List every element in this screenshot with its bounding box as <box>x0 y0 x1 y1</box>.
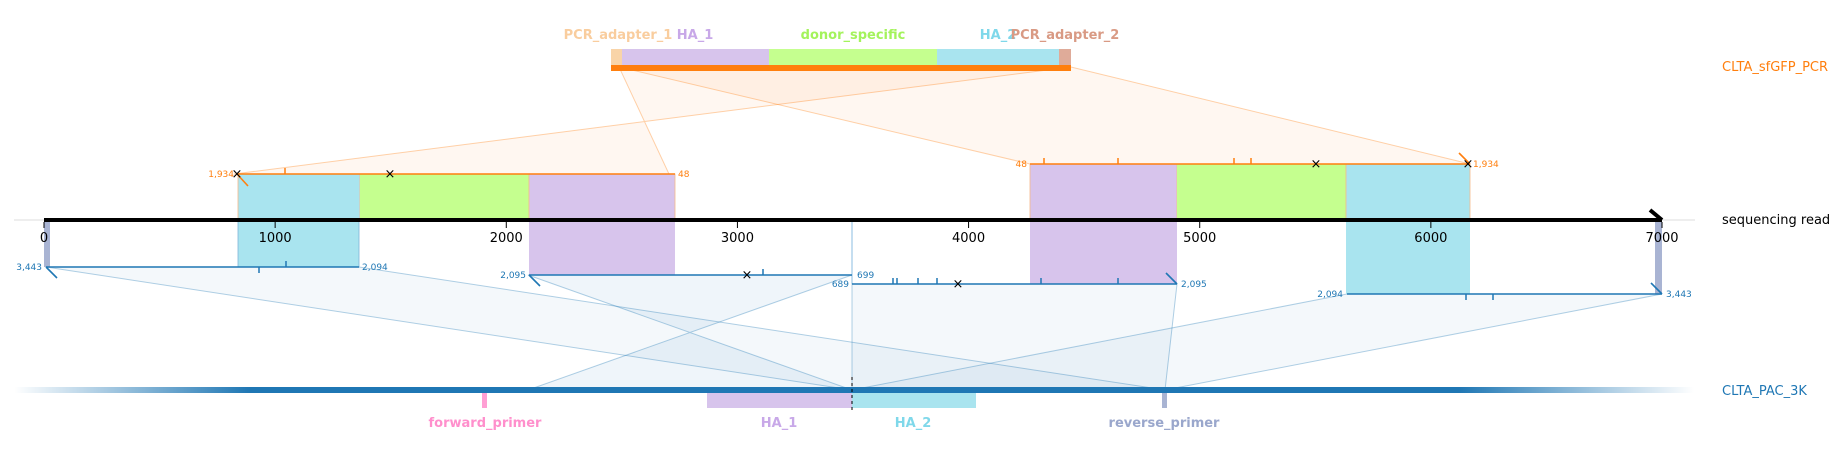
genome-block-primer-right <box>1655 220 1662 294</box>
read-axis-tick-label: 5000 <box>1183 231 1216 246</box>
target-label-read: sequencing read <box>1722 213 1830 228</box>
genome-label-ha-2: HA_2 <box>895 416 932 431</box>
donor-label-donor-specific: donor_specific <box>801 28 906 43</box>
genome-block-ha-2-d <box>1346 220 1470 294</box>
genome-alignment-c-x: × <box>953 277 964 292</box>
genome-alignment-d-end-label: 3,443 <box>1666 290 1692 300</box>
read-axis-tick-label: 3000 <box>721 231 754 246</box>
donor-label-pcr-adapter-2: PCR_adapter_2 <box>1011 28 1120 43</box>
donor-alignment-b-start-label: 48 <box>1016 160 1028 170</box>
read-axis-tick-label: 2000 <box>490 231 523 246</box>
genome-aligned-feature-blocks <box>44 219 1662 294</box>
read-axis-tick-label: 7000 <box>1645 231 1678 246</box>
target-label-genome: CLTA_PAC_3K <box>1722 384 1807 399</box>
genome-feature-ha-1 <box>707 393 852 408</box>
donor-alignment-a-x1: × <box>232 167 243 182</box>
genome-alignment-a-end-label: 2,094 <box>362 263 388 273</box>
genome-alignment-a-start-label: 3,443 <box>16 263 42 273</box>
genome-label-forward-primer: forward_primer <box>429 416 543 431</box>
donor-alignment-a-end <box>236 173 249 187</box>
genome-alignment-c-start-label: 689 <box>832 280 849 290</box>
donor-fan-b <box>618 66 1471 165</box>
read-axis-ticks: 0 1000 2000 3000 4000 5000 6000 7000 <box>40 222 1679 246</box>
genome-feature-ha-2 <box>852 393 976 408</box>
genome-alignment-b-end <box>528 274 541 287</box>
genome-alignment-b-x: × <box>742 268 753 283</box>
genome-alignment-d-end <box>1650 282 1663 295</box>
target-label-donor: CLTA_sfGFP_PCR <box>1722 60 1828 75</box>
read-axis-tick-label: 0 <box>40 231 48 246</box>
donor-feature-ha-2 <box>937 49 1059 65</box>
donor-label-ha-1: HA_1 <box>677 28 714 43</box>
genome-feature-reverse-primer <box>1162 393 1167 408</box>
read-axis-tick-label: 1000 <box>259 231 292 246</box>
donor-alignment-b-end-label: 1,934 <box>1473 160 1499 170</box>
donor-feature-donor-specific <box>769 49 937 65</box>
donor-alignment-b-x1: × <box>1311 157 1322 172</box>
donor-label-ha-2: HA_2 <box>980 28 1017 43</box>
genome-alignment-c-end <box>1165 272 1178 285</box>
donor-track: PCR_adapter_1 HA_1 donor_specific HA_2 P… <box>564 28 1120 71</box>
donor-alignment-a-start-label: 1,934 <box>208 170 234 180</box>
genome-block-ha-1-c <box>1030 220 1177 284</box>
genome-alignment-c-end-label: 2,095 <box>1181 280 1207 290</box>
genome-backbone <box>14 387 1694 393</box>
donor-feature-pcr-adapter-1 <box>611 49 622 65</box>
donor-feature-pcr-adapter-2 <box>1059 49 1071 65</box>
read-axis-tick-label: 6000 <box>1414 231 1447 246</box>
genome-alignment-d-start-label: 2,094 <box>1317 290 1343 300</box>
genome-block-ha-2-a <box>237 219 360 268</box>
genome-alignment-a-end <box>45 266 58 279</box>
read-end-marker <box>1648 208 1664 222</box>
genome-feature-forward-primer <box>482 393 487 408</box>
read-axis-tick-label: 4000 <box>952 231 985 246</box>
donor-alignments: × × 1,934 48 × × 48 1,934 <box>208 152 1499 187</box>
donor-label-pcr-adapter-1: PCR_adapter_1 <box>564 28 673 43</box>
genome-label-ha-1: HA_1 <box>761 416 798 431</box>
genome-alignments: 3,443 2,094 × 2,095 699 × 689 2,095 2,09… <box>16 261 1692 300</box>
donor-projection-fans <box>233 66 1471 175</box>
genome-block-primer-left <box>44 220 50 267</box>
read-block-donor-specific-a <box>360 174 529 220</box>
read-block-donor-specific-b <box>1177 164 1346 220</box>
read-block-ha-1-a <box>528 173 676 221</box>
read-block-ha-1-b <box>1029 163 1178 221</box>
donor-alignment-b-x2: × <box>1463 157 1474 172</box>
donor-alignment-b-end <box>1458 152 1471 165</box>
donor-backbone <box>611 65 1071 71</box>
donor-alignment-a-end-label: 48 <box>678 170 690 180</box>
genome-track: forward_primer HA_1 HA_2 reverse_primer <box>14 377 1694 431</box>
read-axis: 0 1000 2000 3000 4000 5000 6000 7000 <box>14 208 1695 246</box>
read-block-ha-2-a <box>237 173 361 221</box>
read-aligned-feature-blocks <box>237 163 1471 221</box>
genome-alignment-b-end-label: 699 <box>857 271 874 281</box>
genome-projection-fans <box>45 266 1663 391</box>
genome-label-reverse-primer: reverse_primer <box>1109 416 1221 431</box>
read-block-ha-2-b <box>1345 163 1471 221</box>
donor-feature-ha-1 <box>622 49 769 65</box>
genome-alignment-b-start-label: 2,095 <box>500 271 526 281</box>
donor-alignment-a-x2: × <box>385 167 396 182</box>
genome-block-ha-1-b <box>529 220 675 275</box>
